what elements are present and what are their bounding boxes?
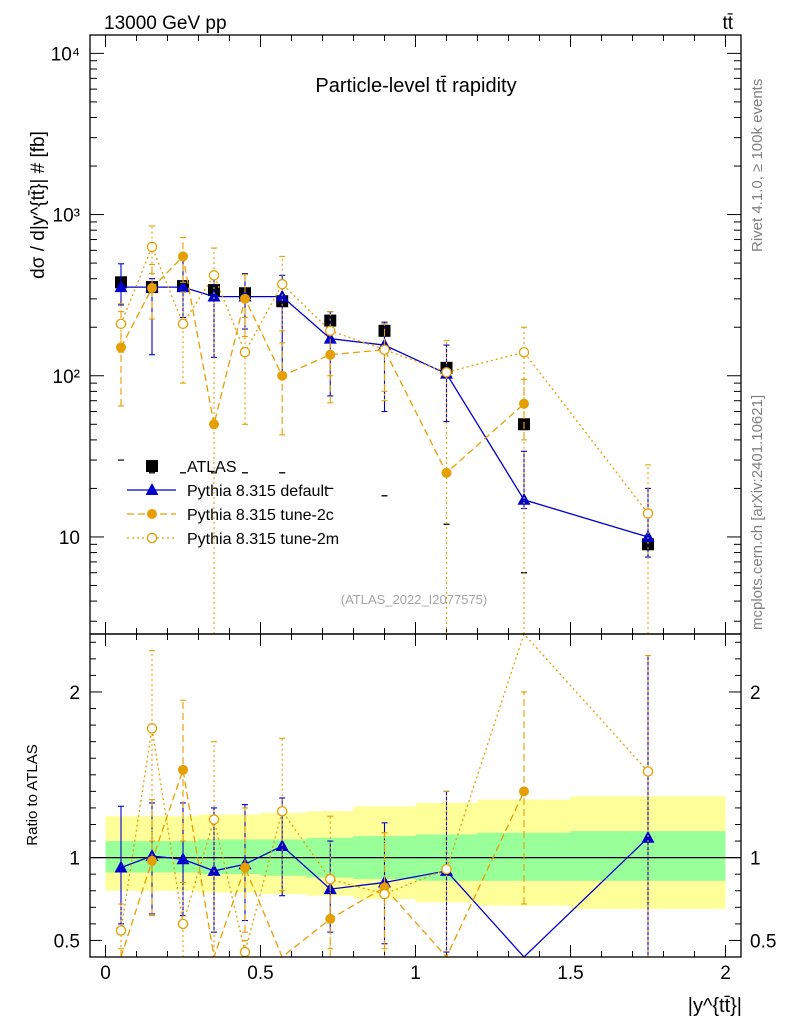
- main-series-2-point: [116, 342, 126, 353]
- ratio-series-2-point: [324, 873, 336, 885]
- ratio-y-tick-label-right: 2: [750, 683, 761, 704]
- legend-marker-3: [146, 532, 158, 544]
- ratio-series-2-point: [379, 888, 390, 900]
- legend-label-3: Pythia 8.315 tune-2m: [187, 531, 339, 548]
- main-series-3-point: [441, 367, 452, 378]
- legend-label-2: Pythia 8.315 tune-2c: [187, 507, 334, 524]
- main-series-3-line: [120, 245, 649, 514]
- ratio-series-2-point: [177, 918, 189, 930]
- ratio-series-1-line: [120, 769, 525, 959]
- ratio-y-axis-label: Ratio to ATLAS: [24, 744, 41, 845]
- legend-entry-0: ATLAS: [146, 459, 237, 476]
- rivet-version-label: Rivet 4.1.0, ≥ 100k events: [749, 79, 766, 252]
- main-y-tick-label: 10⁴: [51, 44, 80, 65]
- legend-marker-2: [147, 509, 157, 519]
- x-tick-label: 0.5: [247, 963, 273, 984]
- process-label: tt̄: [722, 13, 733, 34]
- ratio-series-2-point: [146, 723, 158, 734]
- ratio-series-2-point: [239, 946, 251, 958]
- main-series-1-point: [641, 529, 655, 542]
- main-y-axis-label: dσ / d|y^{tt̄}| # [fb]: [28, 131, 49, 279]
- main-y-tick-label: 10³: [53, 206, 80, 227]
- ratio-series-2-point: [276, 805, 288, 817]
- analysis-watermark: (ATLAS_2022_I2077575): [341, 592, 487, 607]
- main-series-3-point: [642, 508, 654, 519]
- main-series-3-point: [146, 241, 158, 253]
- x-tick-label: 1: [410, 963, 421, 984]
- main-series-3-point: [115, 318, 127, 330]
- main-series-2-point: [209, 419, 219, 430]
- main-series-1-point: [323, 331, 337, 344]
- main-y-tick-label: 10: [59, 528, 80, 549]
- ratio-series-0-point: [114, 860, 128, 873]
- tick-labels: 0 0.5 1 1.5 2 10 10² 10³ 10⁴ 0.5 0.5 1 1 2 2: [51, 44, 777, 984]
- ratio-series-1-point: [240, 862, 250, 873]
- ratio-series-1-point: [178, 764, 188, 775]
- main-series-1-point: [114, 280, 128, 293]
- main-series-2-point: [277, 370, 288, 381]
- ratio-series-2-point: [441, 863, 452, 875]
- main-series-3: [115, 225, 654, 634]
- main-series-1-point: [176, 280, 190, 293]
- ratio-y-tick-label-left: 2: [69, 683, 80, 704]
- legend-entry-3: Pythia 8.315 tune-2m: [127, 531, 339, 548]
- legend-label-0: ATLAS: [187, 459, 237, 476]
- x-tick-label: 0: [100, 963, 111, 984]
- main-panel-series: [114, 225, 655, 634]
- legend-marker-1: [145, 483, 159, 495]
- main-series-3-point: [177, 318, 189, 330]
- ratio-series-0-point: [176, 852, 190, 865]
- main-title: Particle-level tt̄ rapidity: [315, 75, 516, 97]
- ratio-series-0-point: [207, 863, 221, 876]
- ratio-y-tick-label-left: 0.5: [54, 931, 80, 952]
- ratio-series-1-point: [519, 786, 529, 797]
- main-series-3-point: [208, 270, 220, 281]
- ratio-series-1-point: [147, 855, 157, 866]
- legend-label-1: Pythia 8.315 default: [187, 483, 329, 500]
- ratio-series-1-point: [325, 913, 336, 924]
- main-series-2-line: [120, 255, 525, 474]
- legend-entry-1: Pythia 8.315 default: [127, 483, 329, 500]
- main-series-3-point: [239, 346, 251, 358]
- x-tick-label: 2: [720, 963, 731, 984]
- energy-label: 13000 GeV pp: [104, 13, 227, 34]
- ratio-series-2-line: [120, 632, 649, 953]
- ratio-uncertainty-bands: [90, 796, 741, 909]
- mcplots-label: mcplots.cern.ch [arXiv:2401.10621]: [749, 395, 766, 630]
- ratio-y-tick-label-left: 1: [69, 849, 80, 870]
- axes-ticks: [90, 35, 741, 958]
- main-series-3-point: [518, 346, 530, 358]
- ratio-series-2-point: [208, 814, 220, 825]
- legend: ATLAS Pythia 8.315 default Pythia 8.315 tu…: [127, 459, 339, 548]
- ratio-panel-frame: [89, 633, 742, 958]
- x-axis-label: |y^{tt̄}|: [688, 995, 742, 1017]
- main-y-tick-label: 10²: [53, 367, 80, 388]
- main-series-3-point: [379, 344, 390, 355]
- ratio-series-2-point: [642, 766, 654, 777]
- ratio-series-2: [115, 632, 654, 958]
- ratio-series-2-point: [115, 925, 127, 936]
- ratio-y-tick-label-right: 0.5: [750, 931, 776, 952]
- main-series-2: [116, 237, 529, 478]
- main-series-1-point: [207, 289, 221, 302]
- ratio-y-tick-label-right: 1: [750, 849, 761, 870]
- x-tick-label: 1.5: [557, 963, 583, 984]
- ratio-panel-series: [114, 632, 655, 959]
- main-series-2-point: [147, 283, 157, 294]
- main-series-2-point: [240, 293, 250, 304]
- main-series-3-point: [324, 325, 336, 337]
- main-series-3-point: [276, 278, 288, 290]
- main-series-2-point: [178, 251, 188, 262]
- legend-marker-0: [146, 460, 158, 472]
- legend-entry-2: Pythia 8.315 tune-2c: [127, 507, 334, 524]
